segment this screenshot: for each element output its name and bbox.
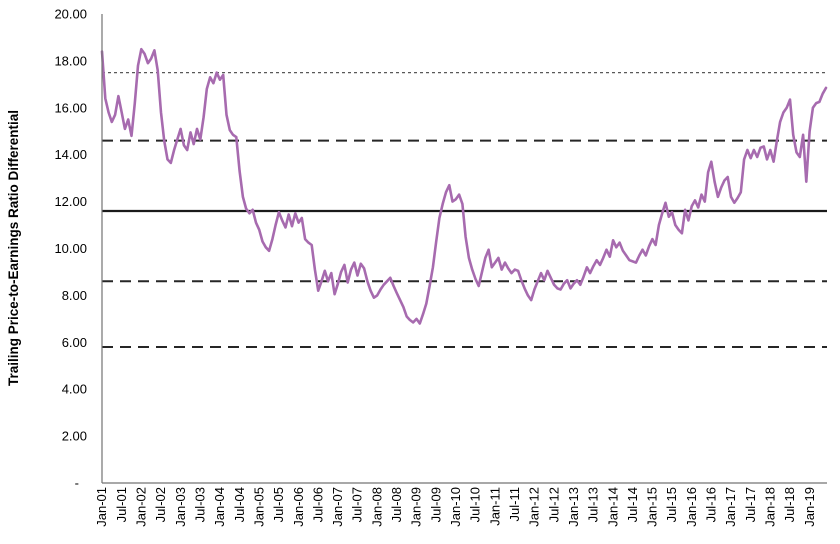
- y-tick-label: 12.00: [54, 194, 87, 209]
- y-tick-label: 16.00: [54, 100, 87, 115]
- y-tick-label: 8.00: [62, 288, 87, 303]
- x-tick-label: Jan-09: [409, 487, 424, 527]
- x-tick-label: Jan-01: [94, 487, 109, 527]
- x-tick-label: Jul-14: [625, 487, 640, 522]
- y-tick-label: 4.00: [62, 382, 87, 397]
- y-tick-label: 2.00: [62, 429, 87, 444]
- x-tick-label: Jan-13: [566, 487, 581, 527]
- x-tick-label: Jan-12: [527, 487, 542, 527]
- x-tick-label: Jul-08: [389, 487, 404, 522]
- series-line-pe-differential: [100, 47, 828, 325]
- x-tick-label: Jul-10: [468, 487, 483, 522]
- y-tick-label: 18.00: [54, 53, 87, 68]
- y-tick-label: 20.00: [54, 7, 87, 22]
- x-tick-label: Jan-14: [605, 487, 620, 527]
- x-tick-label: Jan-16: [684, 487, 699, 527]
- y-tick-label: -: [75, 476, 79, 491]
- x-tick-label: Jan-03: [173, 487, 188, 527]
- x-tick-label: Jan-07: [330, 487, 345, 527]
- x-tick-label: Jul-18: [782, 487, 797, 522]
- x-tick-label: Jan-08: [369, 487, 384, 527]
- y-tick-label: 6.00: [62, 335, 87, 350]
- x-tick-label: Jul-15: [664, 487, 679, 522]
- axes-group: [101, 14, 827, 484]
- series-group: [100, 47, 828, 325]
- x-tick-label: Jan-10: [448, 487, 463, 527]
- x-tick-label: Jul-11: [507, 487, 522, 521]
- x-tick-label: Jul-16: [703, 487, 718, 522]
- x-tick-label: Jul-12: [546, 487, 561, 522]
- x-tick-label: Jul-13: [586, 487, 601, 522]
- x-tick-label: Jan-19: [802, 487, 817, 527]
- x-tick-label: Jul-03: [192, 487, 207, 522]
- x-tick-label: Jan-15: [645, 487, 660, 527]
- y-axis-title: Trailing Price-to-Earnings Ratio Differe…: [6, 110, 21, 386]
- x-tick-label: Jul-04: [232, 487, 247, 522]
- x-tick-label: Jul-09: [428, 487, 443, 522]
- y-axis-tick-labels: 20.00 18.00 16.00 14.00 12.00 10.00 8.00 6.00 4.…: [54, 7, 87, 491]
- x-tick-label: Jan-18: [762, 487, 777, 527]
- reference-lines-group: [102, 71, 827, 348]
- x-tick-label: Jan-04: [212, 487, 227, 527]
- x-tick-label: Jan-06: [291, 487, 306, 527]
- x-tick-label: Jan-05: [251, 487, 266, 527]
- y-tick-label: 14.00: [54, 147, 87, 162]
- x-tick-label: Jul-17: [743, 487, 758, 522]
- x-tick-label: Jul-06: [310, 487, 325, 522]
- x-tick-label: Jul-05: [271, 487, 286, 522]
- y-tick-label: 10.00: [54, 241, 87, 256]
- x-axis-tick-labels: Jan-01 Jul-01 Jan-02 Jul-02 Jan-03 Jul-03 Jan-…: [94, 487, 817, 527]
- x-tick-label: Jan-17: [723, 487, 738, 527]
- x-tick-label: Jan-11: [487, 487, 502, 526]
- x-tick-label: Jul-07: [350, 487, 365, 522]
- x-tick-label: Jan-02: [133, 487, 148, 527]
- x-tick-label: Jul-01: [114, 487, 129, 522]
- x-tick-label: Jul-02: [153, 487, 168, 522]
